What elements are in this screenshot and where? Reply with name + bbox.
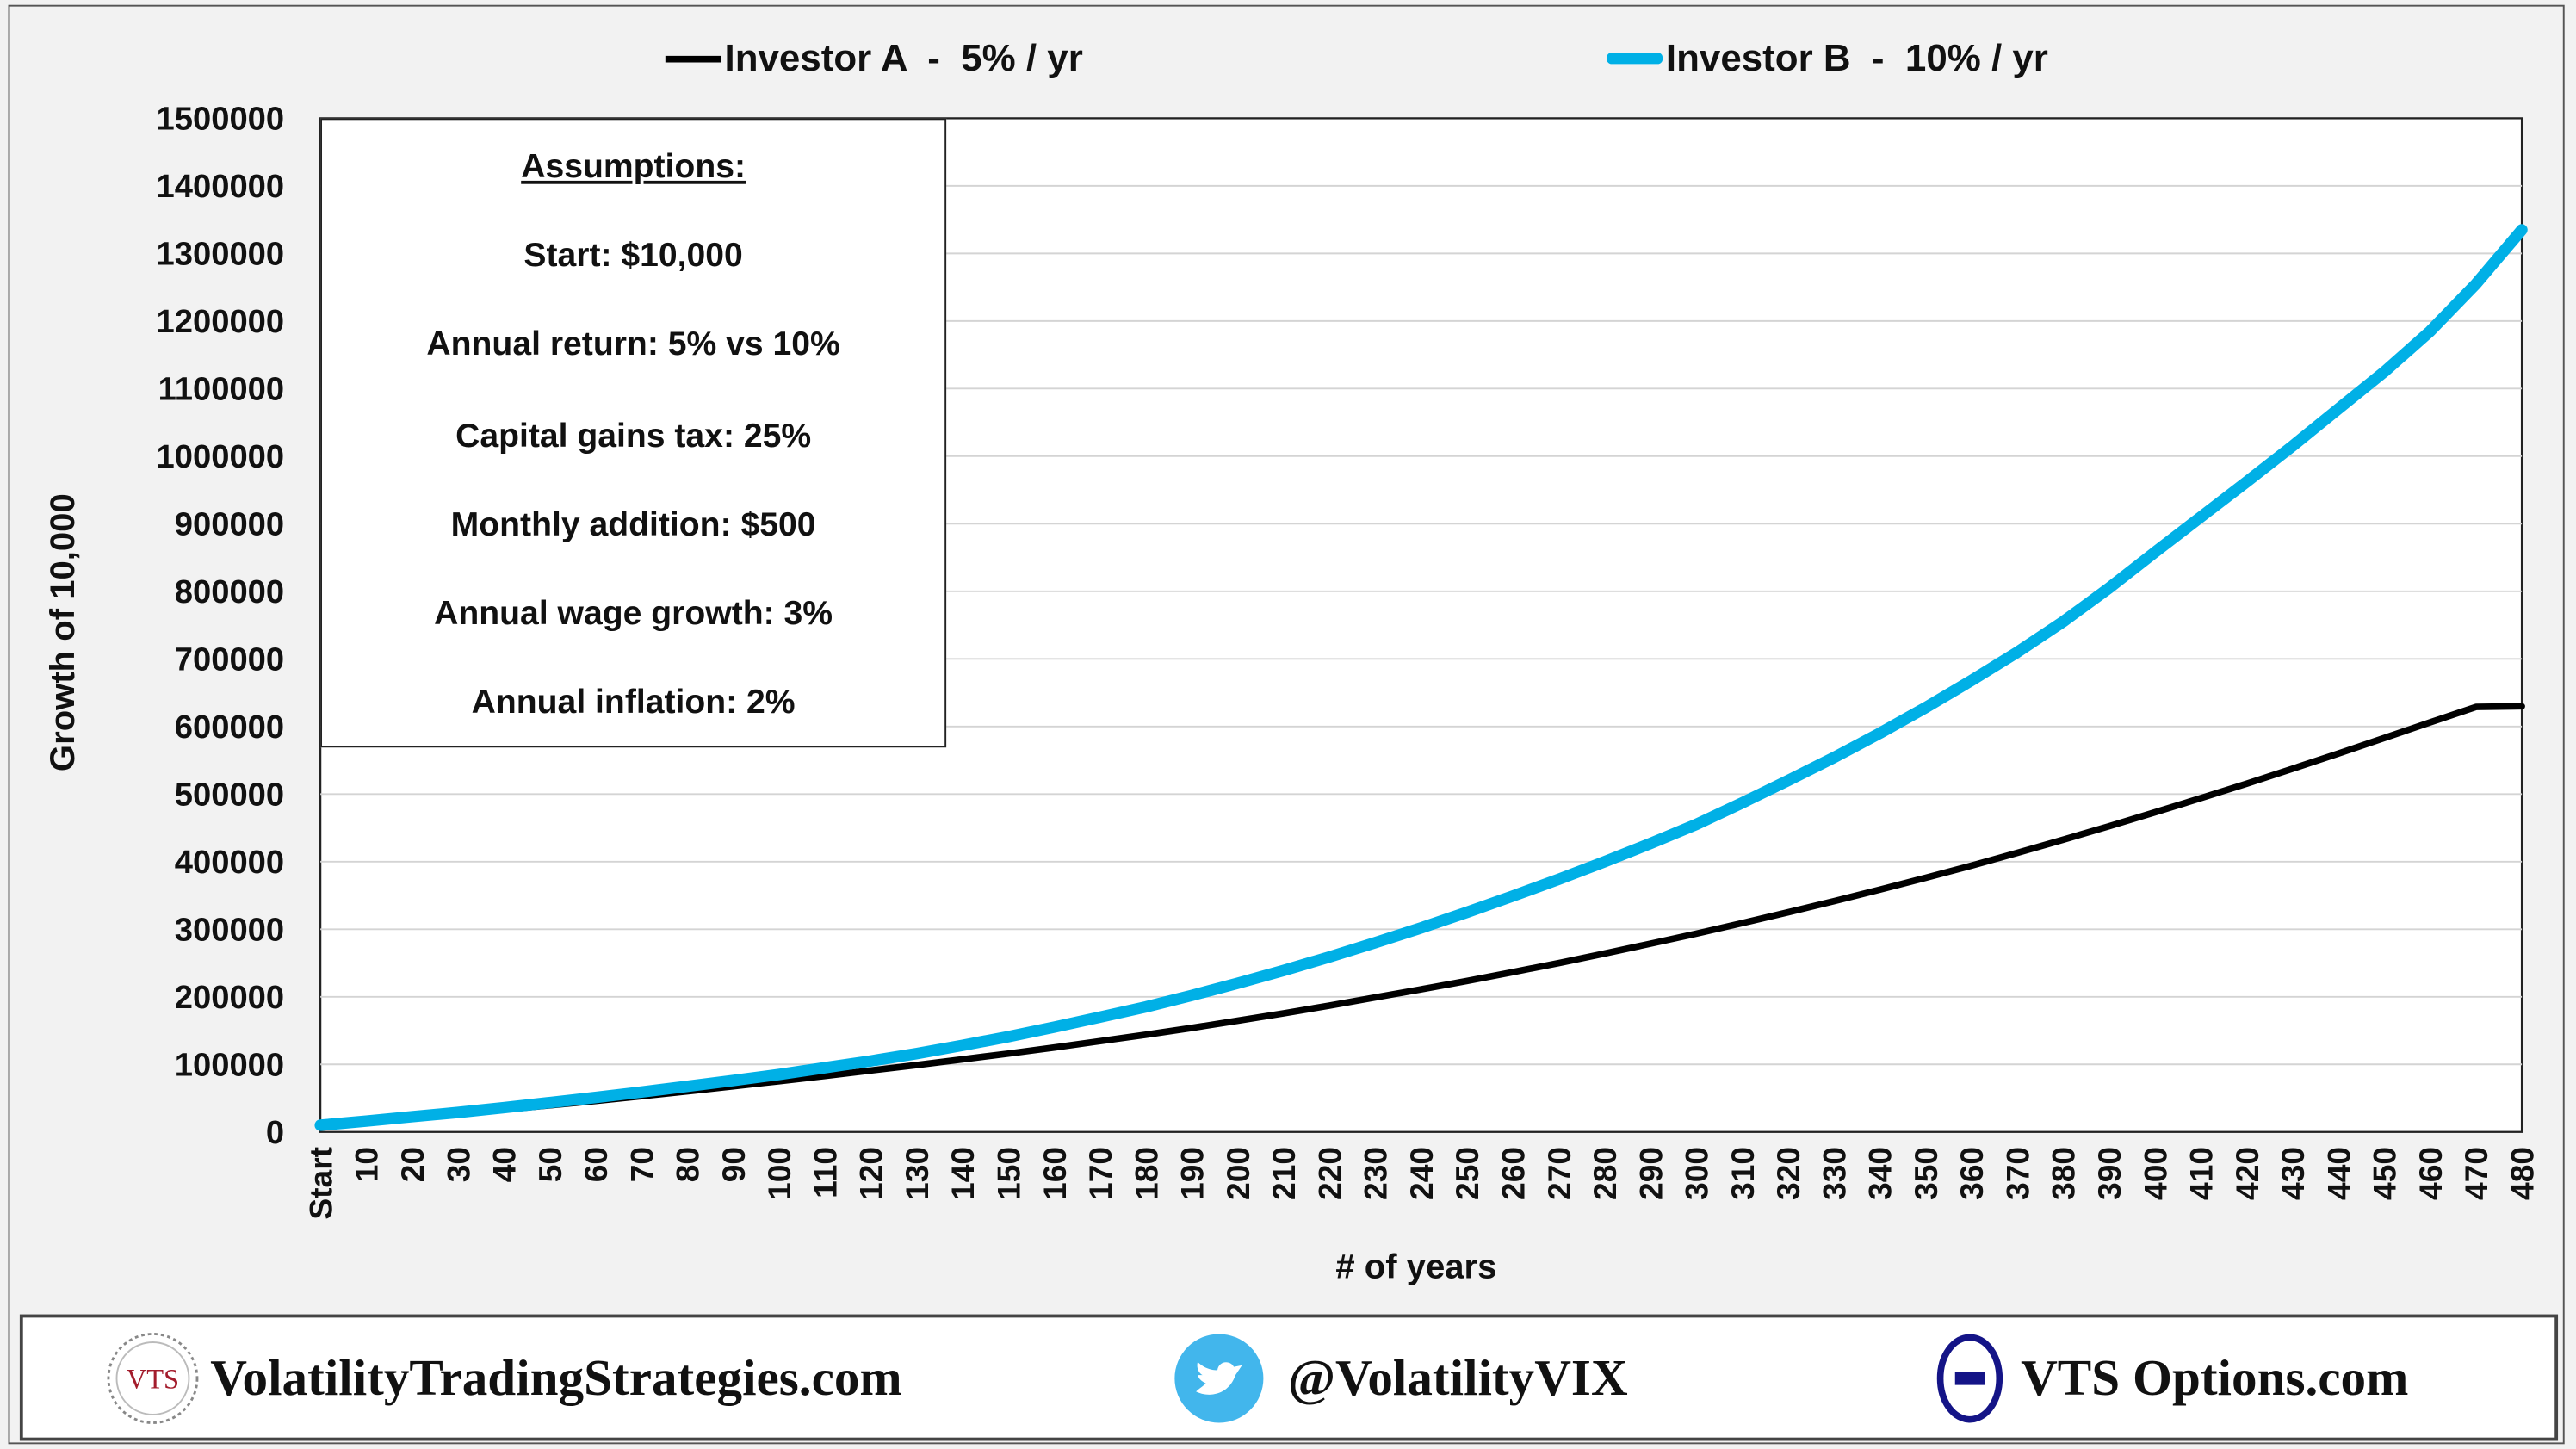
x-tick-label: 240	[1403, 1147, 1440, 1200]
assumption-wage-growth: Annual wage growth: 3%	[434, 594, 833, 633]
y-tick-label: 1500000	[157, 101, 285, 138]
y-tick-label: 0	[266, 1114, 284, 1151]
x-tick-label: 170	[1082, 1147, 1118, 1200]
legend-label-a: Investor A - 5% / yr	[724, 35, 1083, 79]
x-tick-label: 350	[1908, 1147, 1944, 1200]
x-tick-label: 110	[807, 1147, 843, 1198]
x-tick-label: 360	[1954, 1147, 1990, 1200]
assumption-capital-gains-tax: Capital gains tax: 25%	[455, 417, 812, 455]
footer-twitter[interactable]: @VolatilityVIX	[1173, 1317, 1628, 1437]
assumption-inflation: Annual inflation: 2%	[471, 683, 796, 721]
x-tick-label: 130	[899, 1147, 935, 1200]
x-tick-label: 20	[394, 1147, 430, 1182]
assumptions-box: Assumptions: Start: $10,000 Annual retur…	[320, 118, 947, 748]
series-line-investor-b	[314, 224, 2528, 1131]
x-tick-label: 10	[349, 1147, 385, 1182]
x-tick-label: 60	[578, 1147, 614, 1182]
assumption-monthly-addition: Monthly addition: $500	[450, 505, 816, 544]
x-tick-label: 330	[1816, 1147, 1852, 1200]
x-tick-label: Start	[302, 1147, 338, 1220]
x-tick-label: 340	[1862, 1147, 1898, 1200]
y-tick-label: 1400000	[157, 168, 285, 205]
options-site-text: VTS Options.com	[2021, 1347, 2409, 1406]
x-tick-label: 310	[1725, 1147, 1761, 1200]
footer-website[interactable]: VTS VolatilityTradingStrategies.com	[105, 1317, 902, 1437]
x-tick-label: 90	[715, 1147, 752, 1182]
assumptions-title: Assumptions:	[521, 147, 746, 186]
y-tick-label: 1100000	[158, 371, 284, 408]
y-tick-label: 1300000	[157, 236, 285, 273]
x-tick-label: 220	[1311, 1147, 1347, 1200]
x-tick-label: 210	[1266, 1147, 1302, 1200]
x-tick-label: 470	[2458, 1147, 2494, 1200]
y-tick-label: 1200000	[157, 303, 285, 340]
x-tick-label: 450	[2367, 1147, 2403, 1200]
x-tick-label: 200	[1220, 1147, 1256, 1200]
y-tick-label: 200000	[175, 979, 284, 1016]
x-tick-label: 380	[2046, 1147, 2082, 1200]
x-tick-label: 80	[670, 1147, 706, 1182]
x-tick-label: 280	[1587, 1147, 1623, 1200]
x-tick-label: 190	[1174, 1147, 1211, 1200]
x-tick-label: 120	[853, 1147, 889, 1200]
x-tick-label: 370	[1999, 1147, 2035, 1200]
x-tick-label: 270	[1541, 1147, 1577, 1200]
x-tick-label: 440	[2320, 1147, 2356, 1200]
twitter-handle: @VolatilityVIX	[1288, 1347, 1628, 1406]
twitter-bird-icon	[1174, 1333, 1264, 1422]
x-tick-label: 420	[2229, 1147, 2265, 1200]
x-tick-label: 480	[2504, 1147, 2540, 1200]
assumption-start: Start: $10,000	[523, 236, 743, 275]
legend-label-b: Investor B - 10% / yr	[1665, 35, 2048, 79]
y-tick-label: 300000	[175, 912, 284, 949]
x-tick-label: 260	[1495, 1147, 1531, 1200]
x-tick-label: 140	[944, 1147, 981, 1200]
legend-item-investor-b: Investor B - 10% / yr	[1607, 36, 2048, 81]
y-axis-label: Growth of 10,000	[44, 493, 82, 771]
x-tick-label: 290	[1632, 1147, 1669, 1200]
y-tick-label: 1000000	[157, 438, 285, 475]
x-tick-label: 70	[623, 1147, 659, 1182]
x-tick-label: 410	[2183, 1147, 2220, 1200]
x-tick-label: 320	[1770, 1147, 1806, 1200]
y-tick-label: 100000	[175, 1047, 284, 1084]
legend-swatch-a	[665, 54, 721, 62]
x-axis-label: # of years	[1335, 1248, 1496, 1286]
y-tick-label: 600000	[175, 709, 284, 746]
x-tick-label: 160	[1037, 1147, 1073, 1200]
x-tick-label: 250	[1449, 1147, 1485, 1200]
y-tick-label: 900000	[175, 506, 284, 543]
x-tick-label: 430	[2275, 1147, 2311, 1200]
x-tick-label: 230	[1358, 1147, 1394, 1200]
y-tick-label: 800000	[175, 573, 284, 610]
x-tick-label: 30	[440, 1147, 476, 1182]
footer-banner: VTS VolatilityTradingStrategies.com @Vol…	[19, 1314, 2559, 1441]
x-tick-label: 100	[761, 1147, 797, 1200]
x-tick-label: 390	[2091, 1147, 2127, 1200]
y-tick-label: 500000	[175, 777, 284, 814]
x-tick-label: 400	[2137, 1147, 2173, 1200]
y-tick-label: 400000	[175, 844, 284, 881]
x-tick-label: 180	[1128, 1147, 1164, 1200]
x-tick-label: 300	[1679, 1147, 1715, 1200]
x-tick-label: 150	[991, 1147, 1027, 1200]
website-text: VolatilityTradingStrategies.com	[210, 1347, 902, 1406]
svg-text:VTS: VTS	[127, 1363, 179, 1394]
x-tick-label: 460	[2412, 1147, 2449, 1200]
x-tick-label: 40	[486, 1147, 523, 1182]
footer-options-site[interactable]: VTS Options.com	[1932, 1317, 2408, 1437]
theta-logo-icon	[1936, 1333, 2003, 1422]
y-tick-label: 700000	[175, 641, 284, 678]
legend-item-investor-a: Investor A - 5% / yr	[665, 35, 1083, 81]
legend-swatch-b	[1607, 53, 1663, 65]
assumption-annual-return: Annual return: 5% vs 10%	[426, 325, 840, 363]
x-tick-label: 50	[532, 1147, 568, 1182]
vts-logo-icon: VTS	[107, 1332, 199, 1423]
outer-frame	[8, 4, 2565, 1445]
